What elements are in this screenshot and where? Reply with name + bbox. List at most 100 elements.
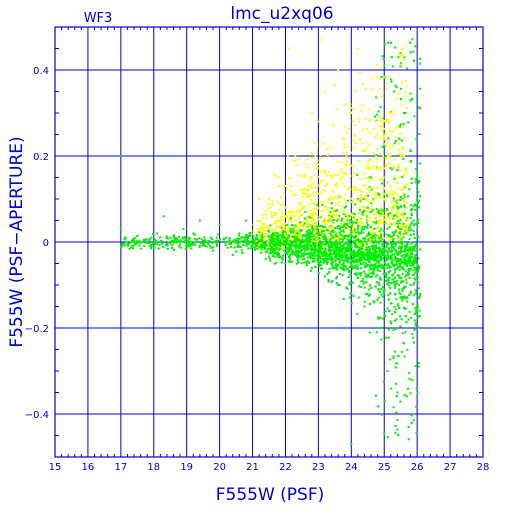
data-point-green — [381, 252, 384, 255]
data-point-green — [381, 209, 384, 212]
data-point-green — [361, 241, 364, 244]
data-point-green — [338, 253, 341, 256]
data-point-yellow — [312, 222, 315, 225]
data-point-yellow — [366, 146, 369, 149]
data-point-green — [370, 267, 373, 270]
data-point-green — [298, 229, 301, 232]
data-point-green — [343, 254, 346, 257]
data-point-yellow — [303, 192, 306, 195]
data-point-green — [271, 237, 274, 240]
data-point-green — [340, 219, 343, 222]
data-point-green — [372, 253, 375, 256]
data-point-yellow — [405, 167, 408, 170]
data-point-green — [406, 67, 409, 70]
data-point-yellow — [273, 211, 276, 214]
data-point-yellow — [300, 213, 303, 216]
data-point-green — [287, 237, 290, 240]
data-point-green — [417, 191, 420, 194]
data-point-green — [363, 240, 366, 243]
data-point-green — [295, 250, 298, 253]
data-point-yellow — [285, 217, 288, 220]
data-point-green — [360, 254, 363, 257]
data-point-green — [337, 258, 340, 261]
data-point-green — [309, 238, 312, 241]
data-point-yellow — [298, 215, 301, 218]
data-point-green — [216, 245, 219, 248]
data-point-green — [385, 276, 388, 279]
data-point-yellow — [375, 63, 378, 66]
data-point-yellow — [351, 174, 354, 177]
data-point-yellow — [342, 221, 345, 224]
data-point-yellow — [314, 155, 317, 158]
data-point-green — [409, 247, 412, 250]
data-point-green — [366, 254, 369, 257]
data-point-yellow — [252, 229, 255, 232]
data-point-green — [304, 247, 307, 250]
data-point-green — [357, 296, 360, 299]
data-point-green — [395, 199, 398, 202]
data-point-green — [352, 294, 355, 297]
data-point-yellow — [372, 210, 375, 213]
data-point-green — [405, 232, 408, 235]
data-point-green — [406, 243, 409, 246]
data-point-green — [298, 244, 301, 247]
data-point-green — [362, 197, 365, 200]
data-point-green — [347, 250, 350, 253]
data-point-yellow — [395, 233, 398, 236]
data-point-green — [360, 229, 363, 232]
data-point-yellow — [319, 228, 322, 231]
data-point-green — [331, 215, 334, 218]
data-point-green — [263, 243, 266, 246]
data-point-green — [324, 247, 327, 250]
data-point-yellow — [401, 188, 404, 191]
data-point-green — [403, 195, 406, 198]
data-point-green — [330, 241, 333, 244]
data-point-green — [277, 255, 280, 258]
data-point-yellow — [301, 196, 304, 199]
data-point-green — [177, 245, 180, 248]
data-point-green — [242, 239, 245, 242]
data-point-green — [187, 243, 190, 246]
data-point-yellow — [313, 226, 316, 229]
data-point-green — [367, 234, 370, 237]
data-point-green — [306, 232, 309, 235]
data-point-yellow — [377, 221, 380, 224]
data-point-green — [218, 238, 221, 241]
data-point-green — [341, 217, 344, 220]
data-point-green — [410, 208, 413, 211]
data-point-green — [172, 236, 175, 239]
data-point-green — [394, 257, 397, 260]
data-point-yellow — [310, 175, 313, 178]
data-point-yellow — [308, 222, 311, 225]
data-point-yellow — [334, 231, 337, 234]
data-point-green — [404, 244, 407, 247]
data-point-green — [383, 222, 386, 225]
data-point-green — [277, 251, 280, 254]
data-point-green — [344, 259, 347, 262]
data-point-green — [381, 182, 384, 185]
data-point-yellow — [404, 233, 407, 236]
data-point-green — [295, 244, 298, 247]
data-point-green — [378, 317, 381, 320]
data-point-yellow — [331, 189, 334, 192]
data-point-green — [405, 296, 408, 299]
data-point-green — [346, 260, 349, 263]
data-point-green — [351, 266, 354, 269]
data-point-green — [412, 50, 415, 53]
data-point-yellow — [356, 234, 359, 237]
data-point-yellow — [344, 125, 347, 128]
data-point-green — [368, 331, 371, 334]
data-point-yellow — [400, 223, 403, 226]
data-point-green — [324, 226, 327, 229]
data-point-yellow — [390, 185, 393, 188]
data-point-yellow — [370, 77, 373, 80]
data-point-green — [233, 246, 236, 249]
data-point-yellow — [398, 163, 401, 166]
data-point-green — [413, 249, 416, 252]
data-point-green — [173, 248, 176, 251]
data-point-green — [416, 187, 419, 190]
data-point-yellow — [394, 136, 397, 139]
data-point-green — [361, 213, 364, 216]
data-point-green — [405, 278, 408, 281]
data-point-yellow — [273, 246, 276, 249]
